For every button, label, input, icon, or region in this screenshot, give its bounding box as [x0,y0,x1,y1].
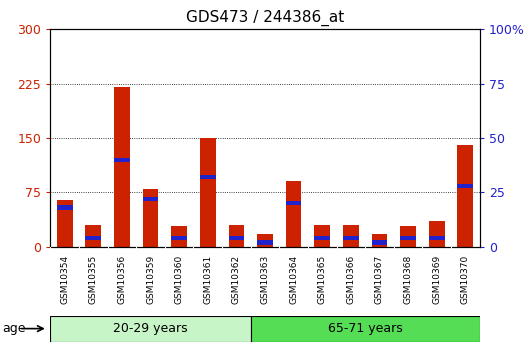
Text: GSM10359: GSM10359 [146,255,155,304]
Bar [400,236,416,240]
Text: GSM10354: GSM10354 [60,255,69,304]
Bar [286,181,302,247]
Text: GSM10362: GSM10362 [232,255,241,304]
Bar [143,197,158,201]
Text: GDS473 / 244386_at: GDS473 / 244386_at [186,10,344,26]
Bar [372,240,387,245]
Bar [257,240,273,245]
Bar [457,184,473,188]
Text: GSM10370: GSM10370 [461,255,470,304]
Bar [228,225,244,247]
Text: GSM10366: GSM10366 [347,255,355,304]
Text: GSM10363: GSM10363 [261,255,269,304]
Bar [57,205,73,210]
Text: GSM10360: GSM10360 [175,255,183,304]
Bar [50,316,251,342]
Bar [400,226,416,247]
Bar [314,236,330,240]
Text: GSM10365: GSM10365 [318,255,326,304]
Bar [286,201,302,205]
Text: 20-29 years: 20-29 years [113,322,188,335]
Text: age: age [3,322,26,335]
Bar [85,236,101,240]
Bar [171,226,187,247]
Bar [85,225,101,247]
Bar [257,234,273,247]
Bar [343,236,359,240]
Bar [429,236,445,240]
Bar [200,175,216,179]
Bar [457,145,473,247]
Bar [171,236,187,240]
Bar [429,221,445,247]
Text: GSM10367: GSM10367 [375,255,384,304]
Text: GSM10361: GSM10361 [204,255,212,304]
Text: GSM10364: GSM10364 [289,255,298,304]
Bar [314,225,330,247]
Bar [143,189,158,247]
Text: GSM10369: GSM10369 [432,255,441,304]
Bar [343,225,359,247]
Bar [114,87,130,247]
Text: GSM10356: GSM10356 [118,255,126,304]
Bar [228,236,244,240]
Bar [57,199,73,247]
Bar [372,234,387,247]
Text: GSM10368: GSM10368 [404,255,412,304]
Text: 65-71 years: 65-71 years [328,322,403,335]
Text: GSM10355: GSM10355 [89,255,98,304]
Bar [251,316,480,342]
Bar [200,138,216,247]
Bar [114,158,130,162]
